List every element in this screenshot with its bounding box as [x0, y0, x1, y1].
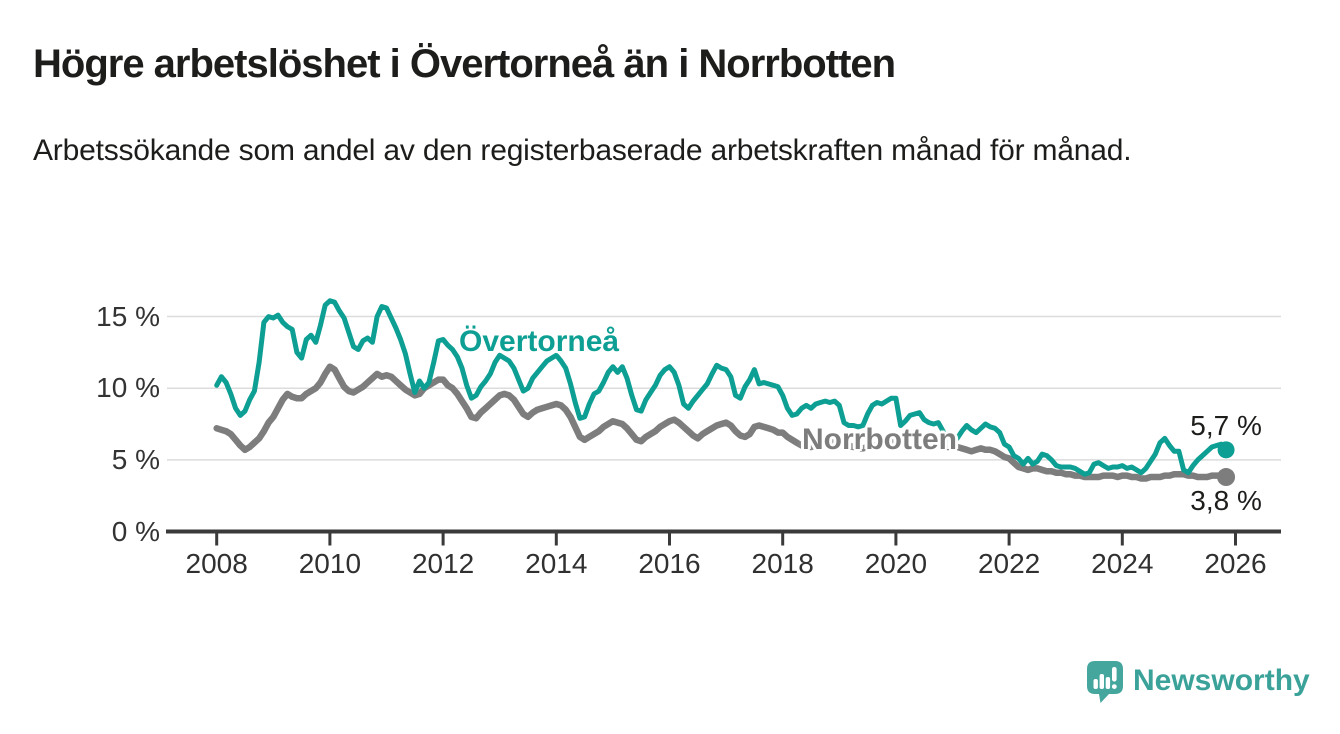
series-label-norrbotten: Norrbotten [802, 423, 957, 456]
end-dot-norrbotten [1217, 468, 1236, 487]
bar-3 [1105, 677, 1111, 689]
x-tick-label-2024: 2024 [1091, 548, 1154, 579]
x-tick-label-2026: 2026 [1204, 548, 1267, 579]
x-tick-label-2018: 2018 [751, 548, 814, 579]
x-tick-label-2012: 2012 [411, 548, 475, 579]
line-norrbotten [213, 363, 1230, 482]
x-tick-label-2008: 2008 [185, 548, 248, 579]
gridlines [167, 315, 1281, 461]
x-tick-label-2016: 2016 [638, 548, 701, 579]
page-title: Högre arbetslöshet i Övertorneå än i Nor… [33, 42, 896, 86]
x-axis [166, 529, 1281, 546]
bar-2 [1099, 674, 1104, 689]
end-dot-overtornea [1217, 441, 1235, 459]
exclamation-bar [1112, 667, 1117, 682]
chart-subtitle: Arbetssökande som andel av den registerb… [33, 134, 1132, 167]
speech-bubble-shape [1087, 661, 1123, 703]
line-overtornea [214, 298, 1229, 477]
exclamation-dot [1111, 684, 1117, 689]
y-tick-label-15: 15 % [96, 300, 160, 332]
data-series [213, 298, 1236, 487]
x-tick-label-2020: 2020 [864, 548, 928, 579]
x-tick-label-2010: 2010 [298, 548, 362, 579]
bar-1 [1093, 679, 1098, 689]
end-label-norrbotten: 3,8 % [1190, 485, 1262, 517]
newsworthy-logo-icon [1087, 661, 1123, 703]
series-label-overtornea: Övertorneå [459, 325, 620, 358]
newsworthy-branding: Newsworthy [1086, 660, 1310, 704]
x-tick-label-2014: 2014 [525, 548, 588, 579]
newsworthy-logo-text: Newsworthy [1133, 664, 1310, 697]
end-label-overtornea: 5,7 % [1190, 409, 1262, 441]
x-tick-label-2022: 2022 [977, 548, 1041, 579]
y-tick-label-0: 0 % [111, 515, 160, 547]
y-tick-label-5: 5 % [111, 443, 160, 475]
y-tick-label-10: 10 % [96, 372, 160, 404]
